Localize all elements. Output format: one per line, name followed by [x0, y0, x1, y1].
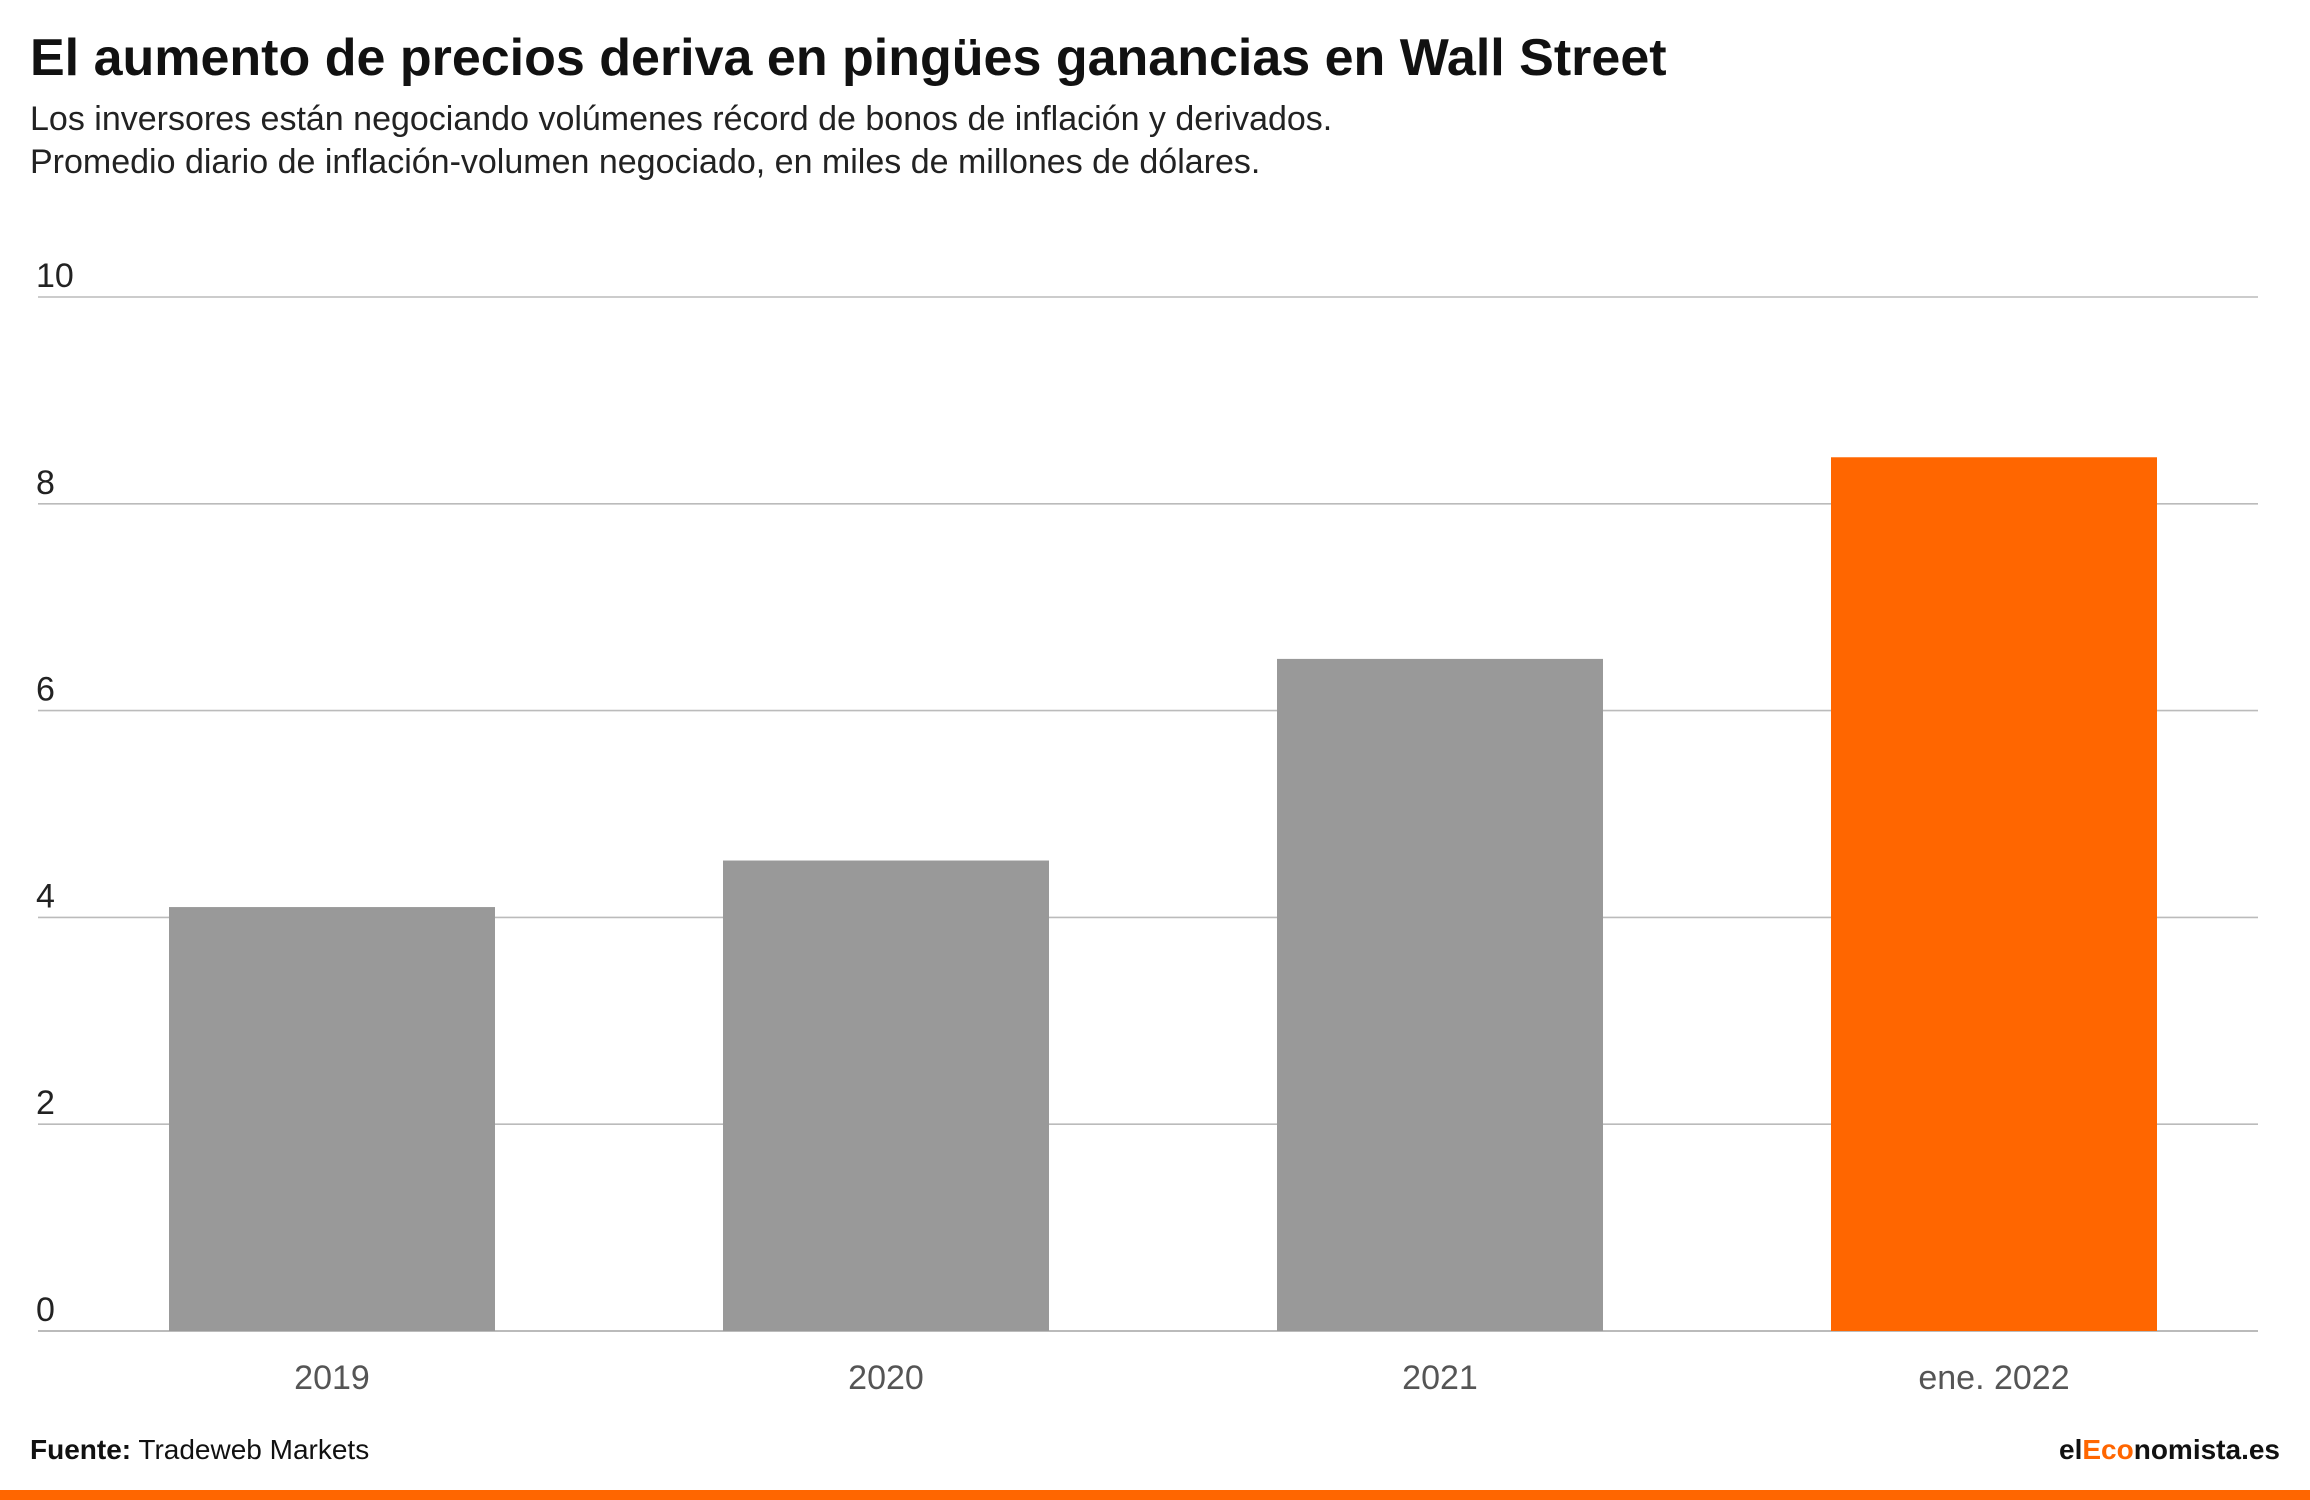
y-tick-label: 6 [36, 671, 55, 709]
brand-logo: elEconomista.es [2059, 1432, 2280, 1468]
bar-ene-2022 [1831, 457, 2157, 1331]
x-axis-tick-labels: 2019 2020 2021 ene. 2022 [294, 1359, 2069, 1397]
y-tick-label: 0 [36, 1291, 55, 1329]
source-label: Fuente: [30, 1434, 132, 1465]
chart-subtitle-line-1: Los inversores están negociando volúmene… [30, 100, 1333, 138]
source-value: Tradeweb Markets [138, 1434, 370, 1465]
y-tick-label: 10 [36, 257, 74, 295]
x-tick-label: ene. 2022 [1918, 1359, 2069, 1397]
x-tick-label: 2019 [294, 1359, 370, 1397]
bar-2019 [169, 907, 495, 1331]
bar-2020 [723, 860, 1049, 1331]
y-axis-tick-labels: 0 2 4 6 8 10 [36, 257, 74, 1329]
brand-prefix: el [2059, 1434, 2083, 1465]
y-tick-label: 2 [36, 1084, 55, 1122]
y-tick-label: 8 [36, 464, 55, 502]
brand-suffix: nomista.es [2133, 1434, 2280, 1465]
y-tick-label: 4 [36, 877, 55, 915]
source-note: Fuente: Tradeweb Markets [30, 1432, 369, 1468]
chart-subtitle-line-2: Promedio diario de inflación-volumen neg… [30, 143, 1261, 181]
brand-highlight: Eco [2082, 1434, 2134, 1465]
x-tick-label: 2020 [848, 1359, 924, 1397]
x-tick-label: 2021 [1402, 1359, 1478, 1397]
bottom-accent-bar [0, 1490, 2310, 1500]
bar-2021 [1277, 658, 1603, 1331]
chart-title: El aumento de precios deriva en pingües … [30, 29, 1667, 87]
bars [169, 457, 2157, 1331]
